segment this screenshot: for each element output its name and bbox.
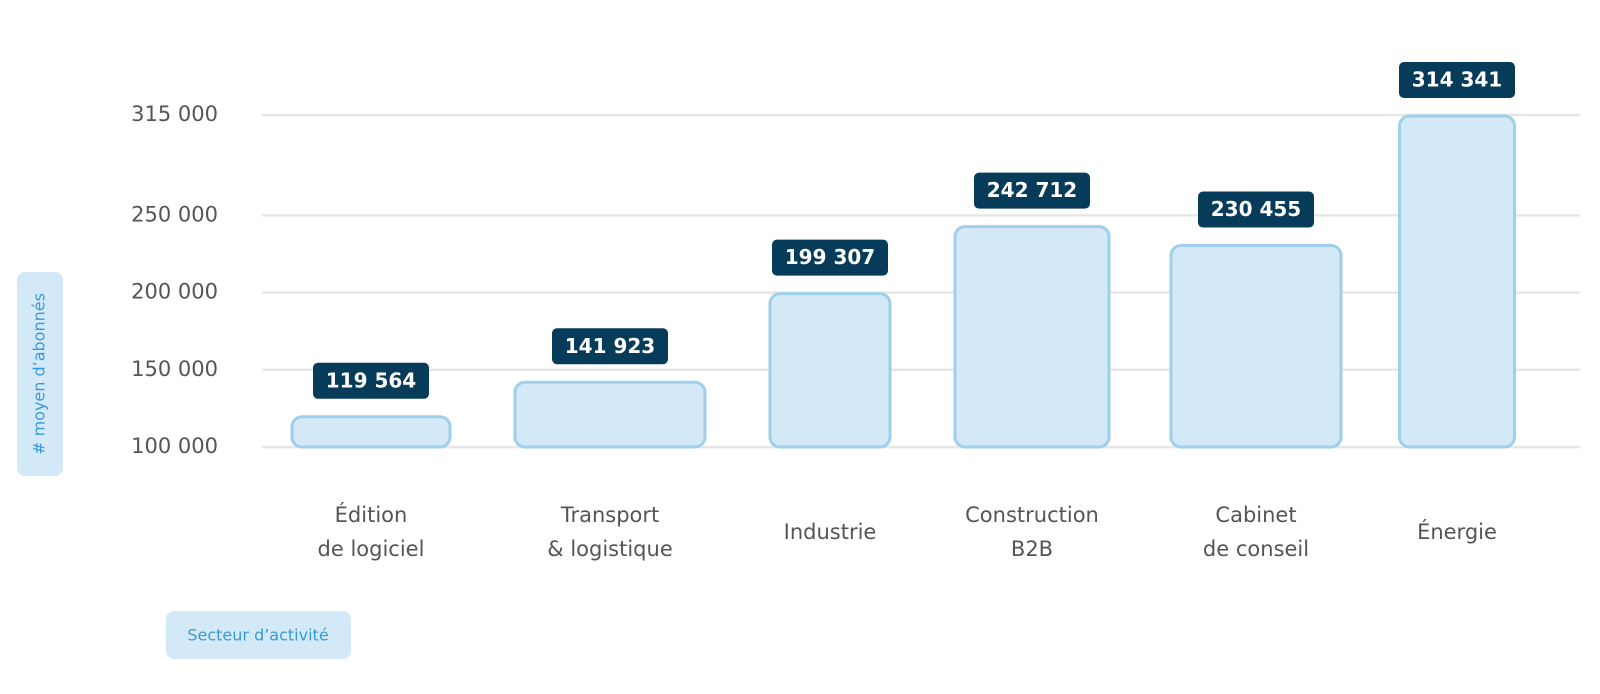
- x-axis-title: Secteur d’activité: [187, 626, 328, 645]
- x-tick-label: de logiciel: [318, 537, 425, 561]
- value-label-box: [1198, 191, 1314, 228]
- value-label: 230 455: [1211, 197, 1301, 221]
- x-tick-label: & logistique: [547, 537, 672, 561]
- y-tick-label: 150 000: [131, 357, 218, 381]
- bar: [1169, 244, 1343, 449]
- value-label-box: [974, 172, 1090, 209]
- y-tick-label: 100 000: [131, 434, 218, 458]
- bar: [290, 415, 452, 449]
- value-label: 141 923: [565, 334, 655, 358]
- value-label: 314 341: [1412, 68, 1502, 92]
- bar: [513, 380, 707, 449]
- value-label-box: [313, 362, 429, 399]
- x-tick-label: Construction: [965, 503, 1099, 527]
- y-tick-label: 250 000: [131, 202, 218, 226]
- value-label: 242 712: [987, 178, 1077, 202]
- x-tick-label: Industrie: [784, 520, 877, 544]
- x-tick-label: Cabinet: [1215, 503, 1296, 527]
- bar: [1398, 114, 1516, 449]
- bar: [953, 225, 1111, 449]
- x-tick-label: de conseil: [1203, 537, 1309, 561]
- value-label-box: [772, 239, 888, 276]
- value-label-box: [552, 328, 668, 365]
- x-axis-title-pill: [166, 611, 351, 659]
- y-tick-label: 200 000: [131, 280, 218, 304]
- bar: [768, 292, 892, 449]
- x-tick-label: B2B: [1011, 537, 1053, 561]
- x-tick-label: Édition: [335, 502, 408, 527]
- y-axis-title: # moyen d’abonnés: [30, 293, 49, 455]
- value-label: 199 307: [785, 245, 875, 269]
- y-tick-label: 315 000: [131, 102, 218, 126]
- y-axis-title-pill: [17, 272, 63, 476]
- value-label-box: [1399, 62, 1515, 99]
- value-label: 119 564: [326, 368, 416, 392]
- x-tick-label: Énergie: [1417, 519, 1497, 544]
- x-tick-label: Transport: [560, 503, 660, 527]
